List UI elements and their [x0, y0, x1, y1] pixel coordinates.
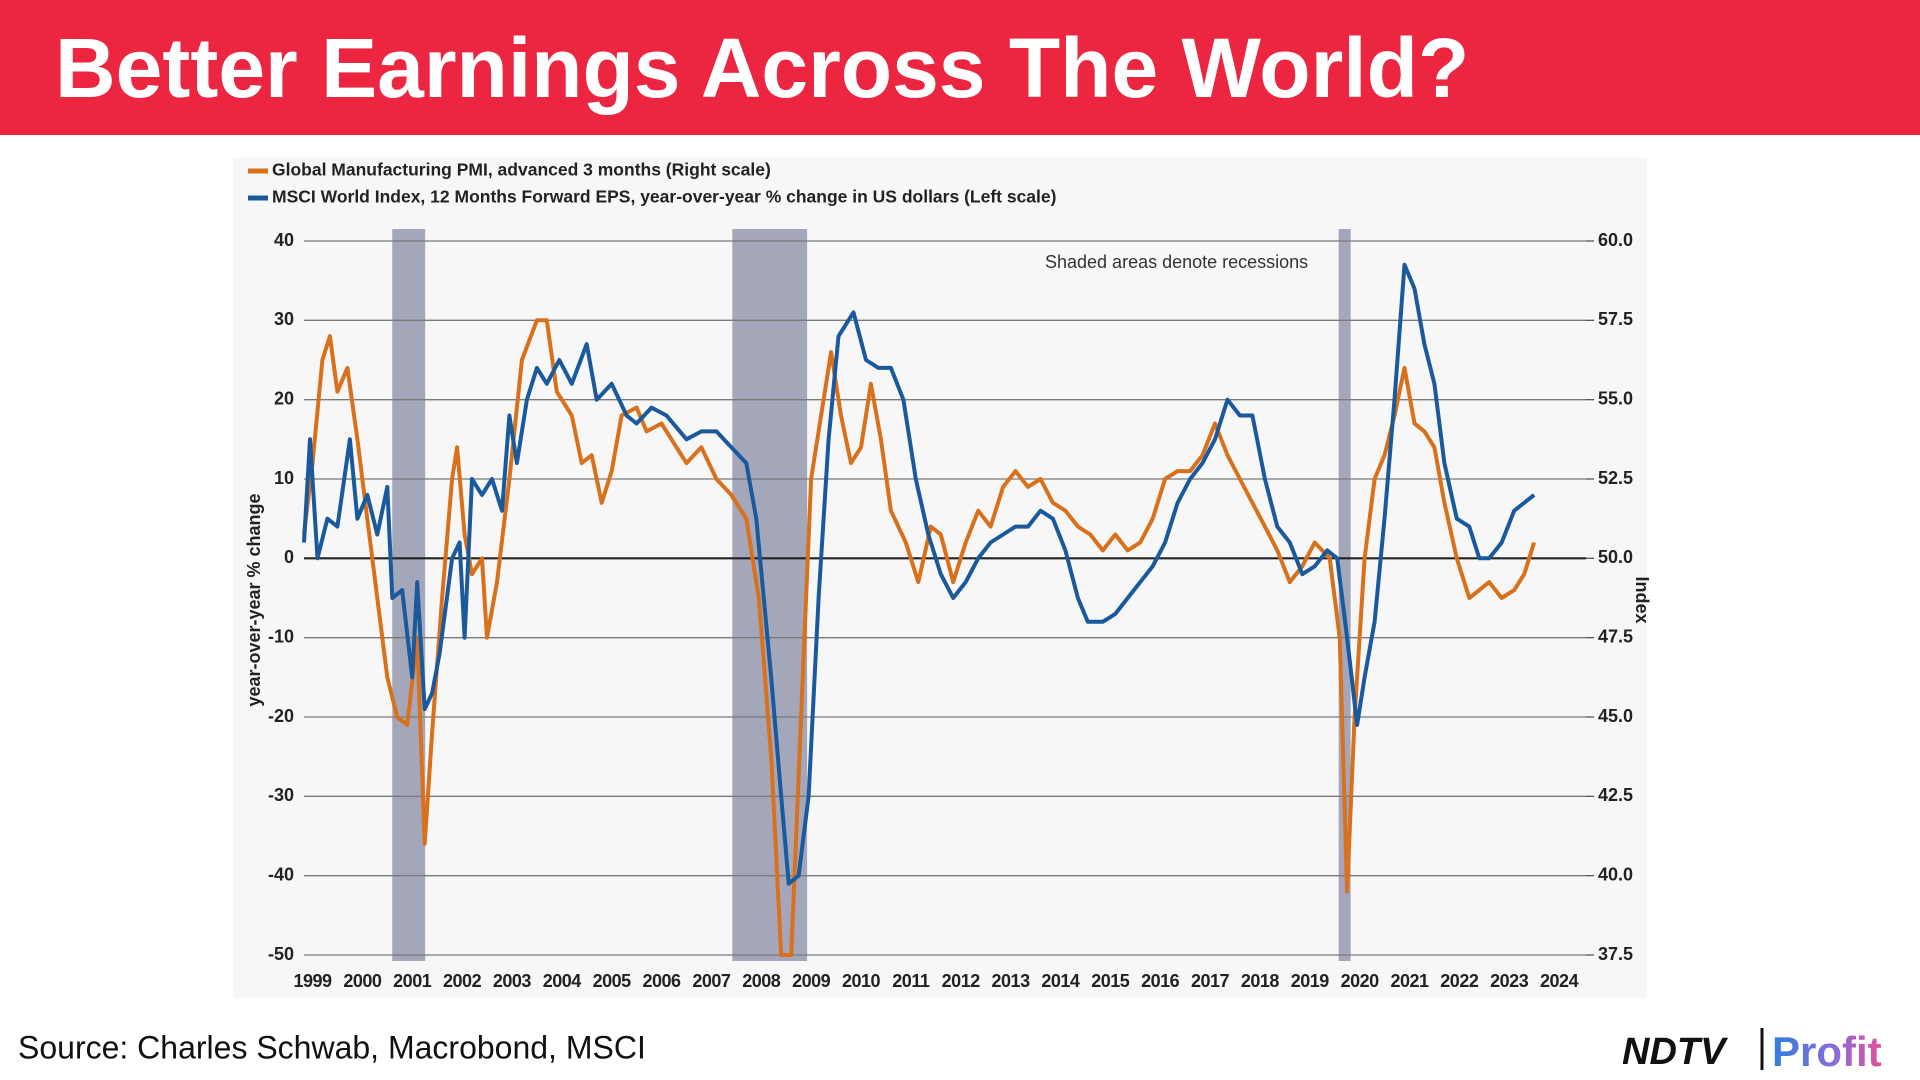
x-tick-label: 2004: [543, 971, 582, 991]
legend-label: Global Manufacturing PMI, advanced 3 mon…: [272, 160, 771, 180]
annotation: Shaded areas denote recessions: [1045, 252, 1308, 272]
x-tick-label: 2021: [1390, 971, 1429, 991]
y2-tick-label: 50.0: [1598, 547, 1633, 567]
x-tick-label: 2022: [1440, 971, 1479, 991]
x-tick-label: 2018: [1241, 971, 1280, 991]
x-tick-label: 2024: [1540, 971, 1579, 991]
source: Source: Charles Schwab, Macrobond, MSCI: [18, 1029, 646, 1065]
x-tick-label: 2003: [493, 971, 532, 991]
y2-tick-label: 45.0: [1598, 706, 1633, 726]
x-tick-label: 2006: [642, 971, 681, 991]
x-tick-label: 2017: [1191, 971, 1230, 991]
y-tick-label: 10: [274, 468, 294, 488]
x-tick-label: 2011: [892, 971, 930, 991]
logo-product: Profit: [1772, 1028, 1882, 1075]
y2-tick-label: 52.5: [1598, 468, 1633, 488]
x-tick-label: 2005: [593, 971, 632, 991]
page-title: Better Earnings Across The World?: [55, 21, 1469, 115]
y2-tick-label: 60.0: [1598, 230, 1633, 250]
y-tick-label: 40: [274, 230, 294, 250]
y2-tick-label: 55.0: [1598, 388, 1633, 408]
x-tick-label: 2001: [393, 971, 432, 991]
y2-tick-label: 40.0: [1598, 864, 1633, 884]
y-tick-label: 20: [274, 388, 294, 408]
y-axis-title: year-over-year % change: [244, 493, 264, 706]
y-tick-label: -30: [268, 785, 294, 805]
y-tick-label: 30: [274, 309, 294, 329]
x-tick-label: 2013: [992, 971, 1031, 991]
x-tick-label: 2020: [1341, 971, 1380, 991]
y2-tick-label: 47.5: [1598, 626, 1633, 646]
series-line: [302, 262, 1536, 886]
x-tick-label: 2007: [692, 971, 731, 991]
x-tick-label: 2002: [443, 971, 482, 991]
x-tick-label: 2019: [1291, 971, 1330, 991]
y-tick-label: -10: [268, 626, 294, 646]
x-tick-label: 2000: [343, 971, 382, 991]
legend-label: MSCI World Index, 12 Months Forward EPS,…: [272, 187, 1056, 207]
header-bar: [0, 0, 1920, 135]
x-tick-label: 2016: [1141, 971, 1180, 991]
x-tick-label: 1999: [293, 971, 332, 991]
x-tick-label: 2014: [1041, 971, 1080, 991]
x-tick-label: 2023: [1490, 971, 1529, 991]
chart: -50 -40 -30 -20 -10 0 10 20 30 40 37.5 40.0 42.5 45.0…: [244, 160, 1652, 991]
x-tick-label: 2009: [792, 971, 831, 991]
logo-brand: NDTV: [1622, 1031, 1728, 1073]
y-tick-label: -20: [268, 706, 294, 726]
y-tick-label: -40: [268, 864, 294, 884]
y2-axis-title: Index: [1632, 576, 1652, 623]
x-tick-label: 2008: [742, 971, 781, 991]
y2-tick-label: 57.5: [1598, 309, 1633, 329]
y2-tick-label: 37.5: [1598, 944, 1633, 964]
x-tick-label: 2012: [942, 971, 981, 991]
x-tick-label: 2015: [1091, 971, 1130, 991]
y-tick-label: 0: [284, 547, 294, 567]
y-tick-label: -50: [268, 944, 294, 964]
x-tick-label: 2010: [842, 971, 881, 991]
y2-tick-label: 42.5: [1598, 785, 1633, 805]
recession-band: [1338, 229, 1351, 961]
